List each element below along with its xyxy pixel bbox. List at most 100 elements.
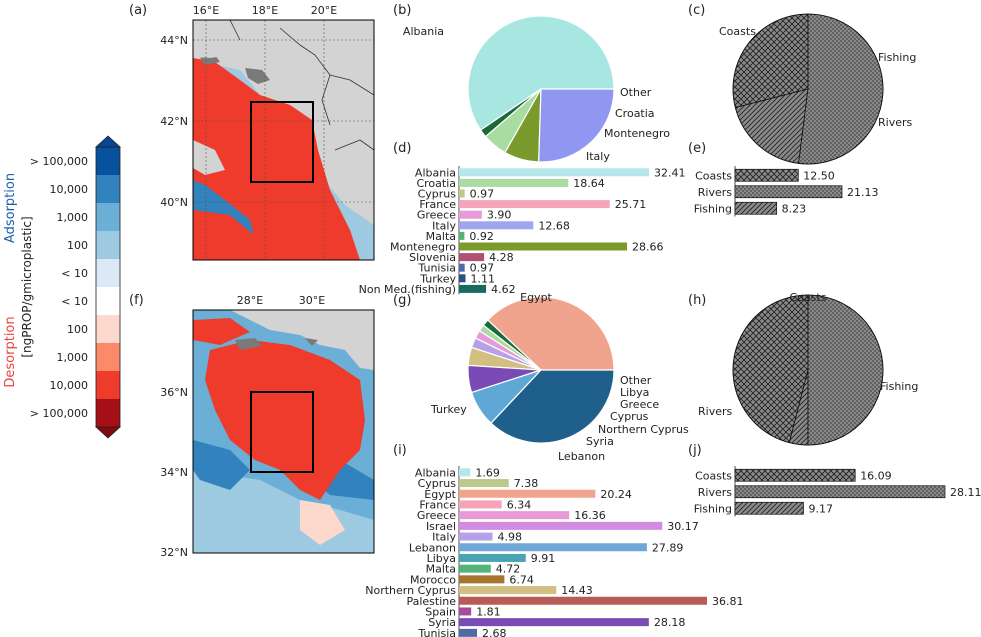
bar-value-label: 12.68 bbox=[538, 219, 570, 232]
panel-label-f: (f) bbox=[129, 293, 144, 308]
bar bbox=[459, 575, 505, 584]
colorbar-bin bbox=[96, 231, 120, 259]
pie-chart-c: Coasts Fishing Rivers bbox=[719, 13, 916, 165]
panel-label-c: (c) bbox=[688, 3, 705, 18]
colorbar-bottom-arrow bbox=[94, 426, 122, 439]
bar bbox=[734, 168, 799, 182]
colorbar-tick-labels: > 100,000 10,000 1,000 100 < 10 < 10 100 1,000 1… bbox=[30, 155, 88, 420]
bar bbox=[734, 468, 856, 482]
bar bbox=[459, 168, 649, 177]
pie-slice-label: Croatia bbox=[615, 107, 655, 120]
bar-value-label: 1.81 bbox=[476, 605, 501, 618]
colorbar-adsorption-label: Adsorption bbox=[3, 173, 18, 243]
bar-category-label: Fishing bbox=[694, 502, 732, 515]
bar-category-label: Turkey bbox=[419, 272, 456, 285]
panel-e: (e) Coasts 12.50 Rivers 21.13 Fishing 8.23 bbox=[688, 141, 879, 217]
bar-value-label: 3.90 bbox=[487, 209, 512, 222]
bar-category-label: Syria bbox=[428, 616, 456, 629]
bar bbox=[459, 553, 526, 562]
colorbar-tick-label: > 100,000 bbox=[30, 155, 88, 168]
colorbar-bin bbox=[96, 147, 120, 175]
panel-b: (b) Albania Other Croatia Montenegro Italy bbox=[393, 3, 670, 163]
colorbar-tick-label: < 10 bbox=[61, 295, 88, 308]
bar-value-label: 0.92 bbox=[469, 230, 494, 243]
bar-category-label: Tunisia bbox=[417, 262, 456, 275]
bar bbox=[734, 485, 946, 499]
pie-chart-h: Coasts Fishing Rivers bbox=[698, 291, 918, 446]
bar-category-label: Greece bbox=[417, 209, 456, 222]
lat-tick-label: 42°N bbox=[160, 115, 188, 128]
map-frame-f bbox=[192, 309, 375, 554]
bar-value-label: 27.89 bbox=[652, 541, 684, 554]
bar-value-label: 21.13 bbox=[847, 186, 879, 199]
colorbar-units-label: [ngPROP/gmicroplastic] bbox=[20, 216, 34, 357]
bar bbox=[459, 500, 502, 509]
bar-value-label: 4.98 bbox=[498, 531, 523, 544]
pie-slice-label: Rivers bbox=[878, 116, 912, 129]
bar-category-label: Libya bbox=[427, 552, 456, 565]
study-box-a bbox=[250, 101, 314, 183]
sea-red-a bbox=[193, 58, 360, 260]
bar-category-label: Slovenia bbox=[409, 251, 456, 264]
land-italy-heel-a bbox=[193, 140, 225, 175]
colorbar-tick-label: > 100,000 bbox=[30, 407, 88, 420]
bar bbox=[734, 201, 778, 215]
panel-label-g: (g) bbox=[393, 293, 411, 308]
bar-value-label: 7.38 bbox=[514, 477, 539, 490]
colorbar-desorption-label: Desorption bbox=[3, 316, 18, 387]
pie-slice bbox=[807, 294, 884, 446]
bar bbox=[459, 263, 465, 272]
colorbar-bin bbox=[96, 343, 120, 371]
pie-slice-label: Albania bbox=[403, 25, 444, 38]
pie-slice-label: Coasts bbox=[790, 291, 827, 304]
bar bbox=[459, 479, 509, 488]
lon-tick-label: 16°E bbox=[193, 4, 219, 17]
panel-i: (i) Albania 1.69 Cyprus 7.38 Egypt 20.24 Franc… bbox=[365, 443, 744, 637]
bar bbox=[459, 489, 596, 498]
bar bbox=[459, 242, 628, 251]
bar-value-label: 36.81 bbox=[712, 595, 744, 608]
bar-category-label: Italy bbox=[432, 531, 456, 544]
bar-value-label: 8.23 bbox=[782, 202, 807, 215]
colorbar-bin bbox=[96, 399, 120, 427]
bar-value-label: 16.09 bbox=[860, 469, 892, 482]
colorbar-bin bbox=[96, 175, 120, 203]
bar bbox=[459, 532, 493, 541]
pie-slice bbox=[486, 296, 615, 371]
bar-category-label: Coasts bbox=[695, 469, 732, 482]
pie-slice-label: Italy bbox=[586, 150, 610, 163]
pie-slice-label: Fishing bbox=[880, 380, 918, 393]
colorbar-tick-label: 1,000 bbox=[57, 211, 89, 224]
colorbar-bin bbox=[96, 287, 120, 315]
map-panel-f: (f) 28°E 30°E 36°N 34°N 32°N bbox=[129, 293, 375, 559]
panel-j: (j) Coasts 16.09 Rivers 28.11 Fishing 9.17 bbox=[688, 443, 981, 517]
colorbar-tick-label: 100 bbox=[67, 323, 88, 336]
panel-label-i: (i) bbox=[393, 443, 407, 458]
bar-category-label: Northern Cyprus bbox=[365, 584, 456, 597]
bar-value-label: 0.97 bbox=[470, 188, 495, 201]
bar-category-label: Israel bbox=[426, 520, 456, 533]
bar-value-label: 18.64 bbox=[573, 177, 605, 190]
bar-category-label: Coasts bbox=[695, 169, 732, 182]
bar-value-label: 32.41 bbox=[654, 166, 686, 179]
graticule-a bbox=[193, 20, 374, 260]
study-box-f bbox=[250, 391, 314, 473]
sea-red-a2 bbox=[193, 210, 280, 260]
lon-tick-label: 20°E bbox=[311, 4, 337, 17]
lon-tick-label: 28°E bbox=[237, 294, 263, 307]
pie-slice-label: Turkey bbox=[430, 403, 467, 416]
lat-tick-label: 40°N bbox=[160, 196, 188, 209]
bar-category-label: Italy bbox=[432, 219, 456, 232]
colorbar-bin bbox=[96, 203, 120, 231]
bar bbox=[459, 231, 465, 240]
colorbar-tick-label: 10,000 bbox=[50, 183, 89, 196]
panel-label-h: (h) bbox=[688, 293, 706, 308]
bar-value-label: 4.28 bbox=[489, 251, 514, 264]
pie-chart-b: Albania Other Croatia Montenegro Italy bbox=[403, 15, 670, 163]
bar bbox=[459, 221, 534, 230]
bar-category-label: Albania bbox=[415, 166, 456, 179]
colorbar-tick-label: 1,000 bbox=[57, 351, 89, 364]
pie-slice-label: Cyprus bbox=[610, 410, 649, 423]
colorbar-bin bbox=[96, 259, 120, 287]
